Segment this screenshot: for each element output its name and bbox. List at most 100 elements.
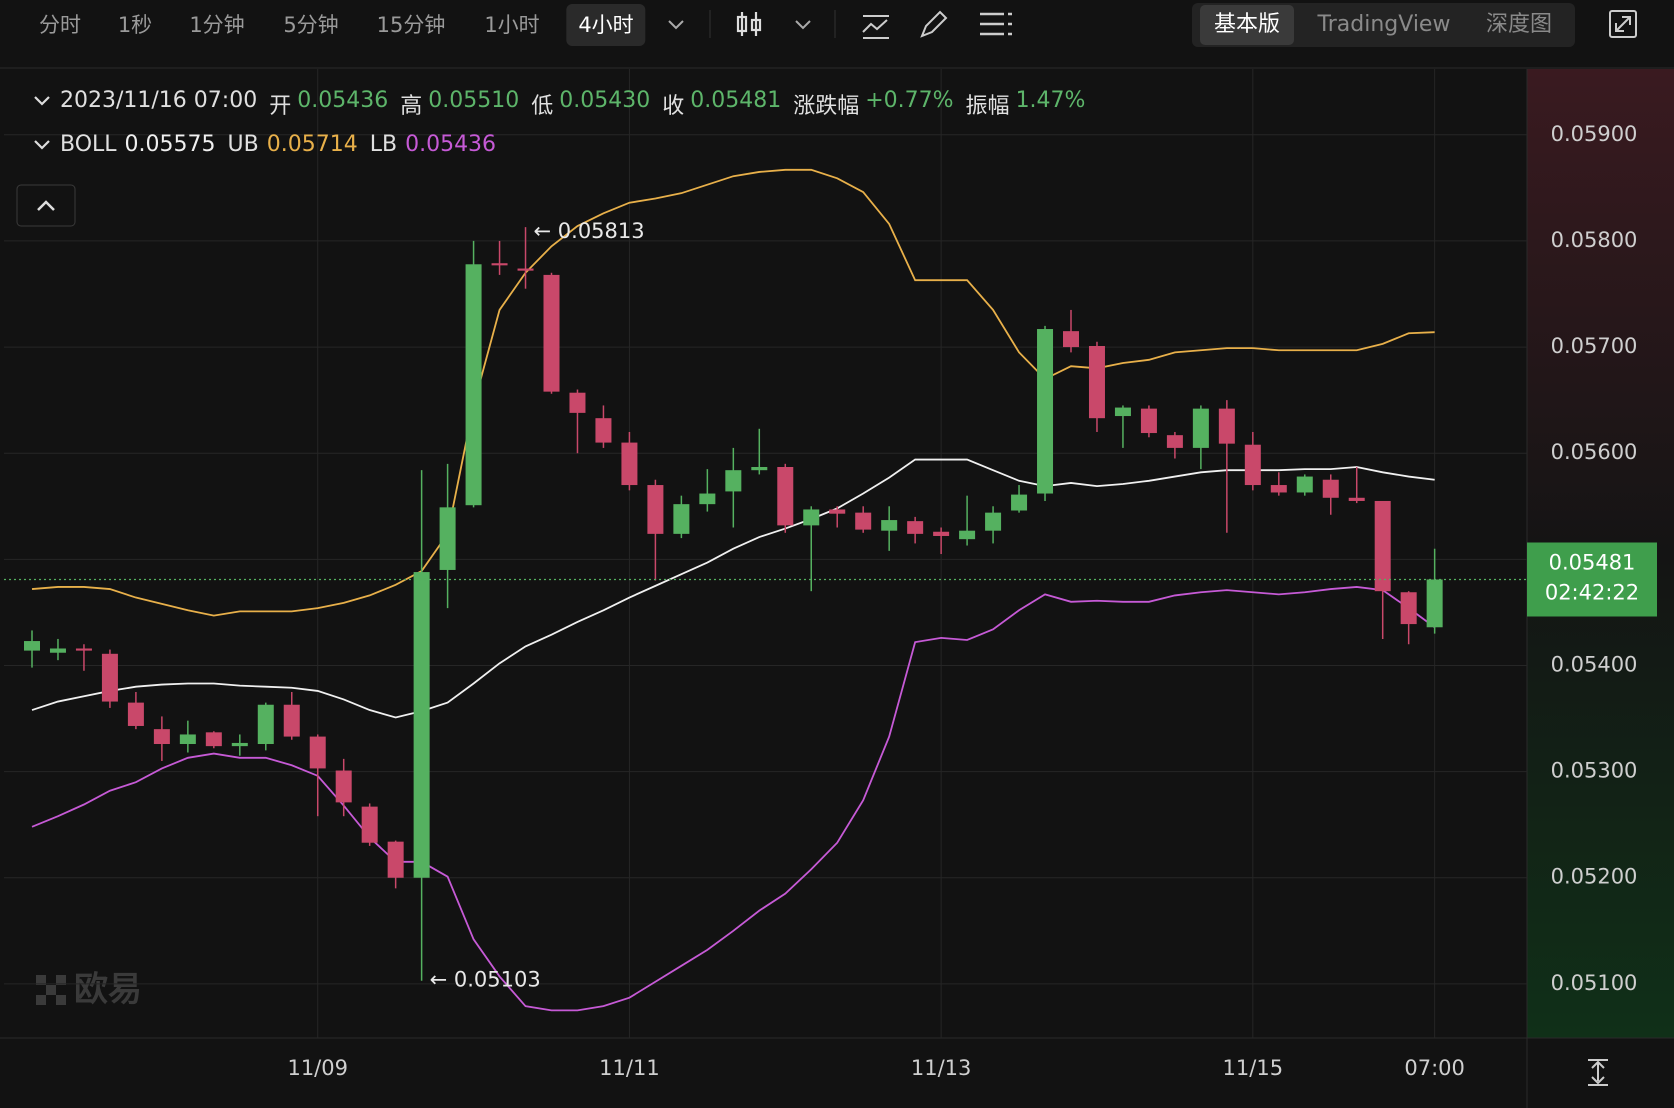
y-tick-label: 0.05100 xyxy=(1551,971,1638,995)
mode-tab[interactable]: TradingView xyxy=(1317,12,1451,37)
watermark: 欧易 xyxy=(36,970,142,1010)
y-tick-label: 0.05200 xyxy=(1551,865,1638,889)
candle-body xyxy=(699,493,716,505)
last-price-label: 0.05481 xyxy=(1549,551,1636,575)
x-tick-label: 11/13 xyxy=(911,1056,972,1080)
candle-body xyxy=(543,274,560,392)
boll-lower: 0.05436 xyxy=(405,132,497,157)
candle-body xyxy=(1426,579,1443,628)
candle-body xyxy=(1114,407,1131,417)
header-item: 低 0.05430 xyxy=(531,88,650,120)
boll-mid-line xyxy=(31,458,1435,719)
countdown: 02:42:22 xyxy=(1545,581,1639,605)
expand-icon[interactable] xyxy=(32,132,52,158)
candle-body xyxy=(517,268,534,271)
draw-icon[interactable] xyxy=(920,10,948,38)
header-label: 涨跌幅 xyxy=(793,94,860,119)
boll-upper-label: UB xyxy=(227,132,259,157)
header-item: 高 0.05510 xyxy=(400,88,519,120)
mode-tab[interactable]: 深度图 xyxy=(1485,12,1553,37)
header-item: 开 0.05436 xyxy=(269,88,388,120)
candle-body xyxy=(257,704,274,745)
candle-body xyxy=(569,392,586,413)
expand-icon[interactable] xyxy=(32,88,52,114)
header-value: 0.05430 xyxy=(559,88,651,113)
candle-body xyxy=(1088,346,1105,419)
fullscreen-icon[interactable] xyxy=(1609,10,1637,38)
dropdown-icon[interactable] xyxy=(668,20,684,30)
interval-tab[interactable]: 1小时 xyxy=(484,13,540,37)
interval-tab[interactable]: 分时 xyxy=(39,13,81,37)
candle-body xyxy=(283,704,300,737)
x-tick-label: 11/15 xyxy=(1223,1056,1284,1080)
candle-body xyxy=(439,507,456,570)
annotation: ← 0.05103 xyxy=(430,968,541,992)
interval-tab[interactable]: 1秒 xyxy=(117,13,153,37)
candle-body xyxy=(1063,331,1079,348)
axis-reset-icon[interactable] xyxy=(1588,1059,1608,1086)
collapse-button[interactable] xyxy=(16,184,76,227)
mode-tab[interactable]: 基本版 xyxy=(1199,5,1295,45)
indicator-icon[interactable] xyxy=(862,15,889,39)
candle-body xyxy=(1037,329,1054,494)
candle-body xyxy=(309,736,326,769)
candle-body xyxy=(933,531,950,536)
header-label: 开 xyxy=(269,94,292,119)
x-tick-label: 07:00 xyxy=(1404,1056,1465,1080)
toolbar-icons xyxy=(668,10,1637,39)
candle-body xyxy=(595,418,612,443)
last-price-tag xyxy=(1527,542,1657,617)
candle-body xyxy=(1270,485,1287,493)
candle-body xyxy=(855,512,872,530)
candle-body xyxy=(1374,500,1391,592)
dropdown-icon[interactable] xyxy=(795,20,811,30)
candle-body xyxy=(1011,494,1028,511)
candle-body xyxy=(465,264,482,506)
candle-body xyxy=(127,702,144,726)
candle-body xyxy=(907,521,924,534)
header-item: 收 0.05481 xyxy=(662,88,781,120)
header-label: 收 xyxy=(662,94,685,119)
y-tick-label: 0.05700 xyxy=(1551,334,1638,358)
y-tick-label: 0.05400 xyxy=(1551,652,1638,676)
candle-body xyxy=(881,520,898,531)
interval-tab[interactable]: 1分钟 xyxy=(189,13,245,37)
annotation: ← 0.05813 xyxy=(534,219,645,243)
candle-body xyxy=(725,470,742,492)
candle-body xyxy=(413,572,430,878)
header-value: 0.05481 xyxy=(690,88,782,113)
candle-body xyxy=(1244,444,1261,486)
header-item: 涨跌幅 +0.77% xyxy=(793,88,953,120)
menu-icon[interactable] xyxy=(980,12,1012,36)
header-value: 1.47% xyxy=(1015,88,1086,113)
interval-tab[interactable]: 4小时 xyxy=(566,4,646,46)
candle-body xyxy=(1400,592,1417,625)
mode-switch: 基本版 TradingView 深度图 xyxy=(1192,3,1575,47)
candle-body xyxy=(751,467,768,471)
plot-area xyxy=(4,69,1527,1038)
header-item: 振幅 1.47% xyxy=(966,88,1086,120)
header-value: +0.77% xyxy=(865,88,954,113)
candle-type-icon[interactable] xyxy=(736,12,762,36)
candle-body xyxy=(1166,435,1183,448)
header-label: 高 xyxy=(400,94,423,119)
candle-body xyxy=(231,742,248,747)
boll-lower-line xyxy=(31,586,1436,1012)
candle-body xyxy=(647,485,664,534)
candle-body xyxy=(75,648,92,651)
candle-body xyxy=(1296,476,1313,493)
interval-tab[interactable]: 15分钟 xyxy=(376,13,446,37)
interval-tab[interactable]: 5分钟 xyxy=(283,13,339,37)
candle-body xyxy=(491,263,508,266)
header-label: 低 xyxy=(531,94,554,119)
y-tick-label: 0.05600 xyxy=(1551,440,1638,464)
header-date: 2023/11/16 07:00 xyxy=(60,88,258,113)
y-tick-label: 0.05900 xyxy=(1551,122,1638,146)
candle-body xyxy=(1218,408,1235,444)
boll-upper-line xyxy=(31,168,1435,617)
boll-lower-label: LB xyxy=(369,132,398,157)
candle-body xyxy=(1192,408,1209,448)
candle-body xyxy=(673,504,690,534)
